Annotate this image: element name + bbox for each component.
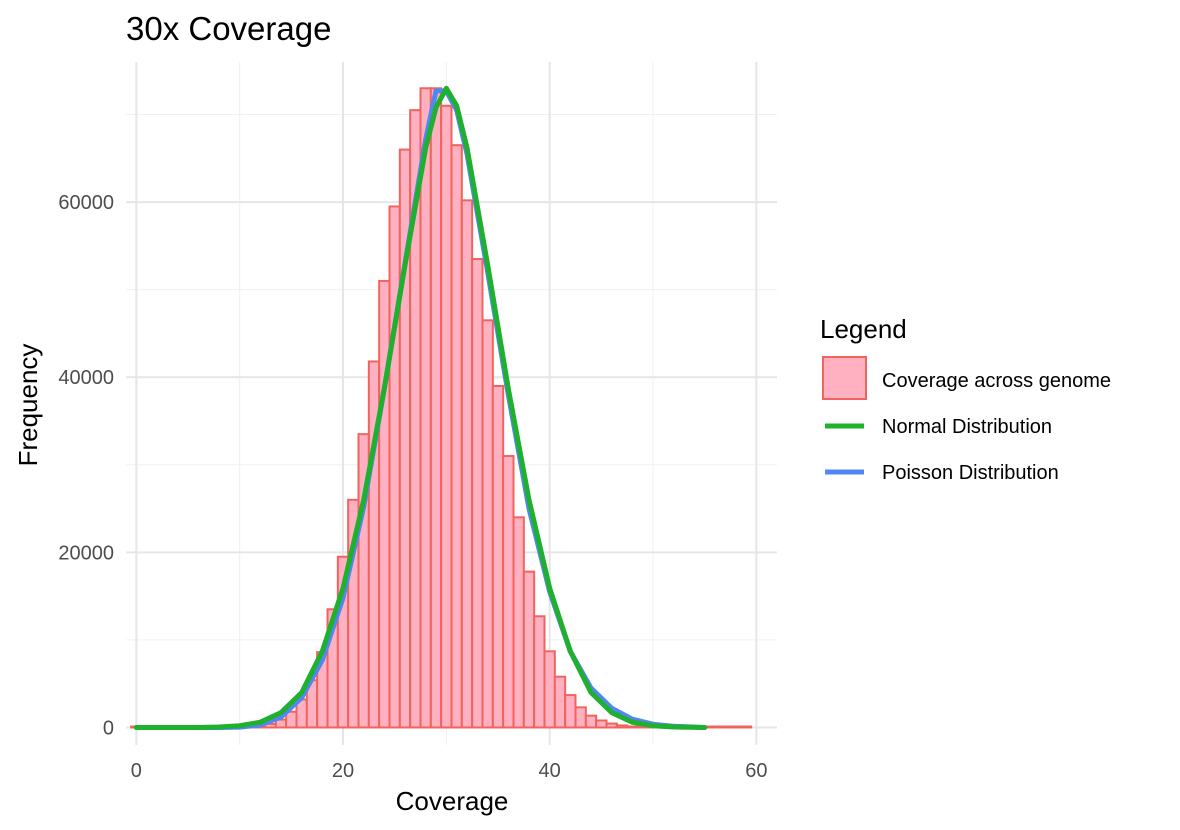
histogram-bar xyxy=(429,87,443,729)
x-axis-title: Coverage xyxy=(396,786,509,816)
histogram-bar xyxy=(615,724,629,729)
chart-title: 30x Coverage xyxy=(126,10,331,47)
histogram-bar xyxy=(574,706,587,729)
histogram-bar xyxy=(739,725,753,729)
histogram-bar xyxy=(491,384,505,729)
histogram-bar xyxy=(729,725,742,729)
histogram-bar xyxy=(471,258,484,729)
y-tick-label: 60000 xyxy=(58,192,114,214)
histogram-bar xyxy=(460,199,474,729)
x-axis-ticks: 0 20 40 60 xyxy=(131,760,768,782)
x-tick-label: 60 xyxy=(745,760,767,782)
histogram-bar xyxy=(626,725,639,729)
histogram-bar xyxy=(512,516,525,729)
x-tick-label: 40 xyxy=(539,760,561,782)
x-tick-label: 20 xyxy=(332,760,354,782)
histogram-bar xyxy=(595,719,608,729)
histogram-bar xyxy=(481,319,494,729)
normal-distribution-line xyxy=(133,85,708,730)
legend-key-coverage xyxy=(822,356,867,400)
histogram-bar xyxy=(719,725,732,729)
y-tick-label: 20000 xyxy=(58,542,114,564)
histogram-bar xyxy=(708,725,722,729)
histogram-bar xyxy=(522,570,536,729)
histogram-bar xyxy=(543,650,556,729)
y-axis-ticks: 0 20000 40000 60000 xyxy=(58,192,114,739)
y-tick-label: 0 xyxy=(103,717,114,739)
histogram-bars xyxy=(130,87,753,729)
legend-label-coverage: Coverage across genome xyxy=(882,370,1111,392)
histogram-bar xyxy=(564,694,577,729)
y-tick-label: 40000 xyxy=(58,367,114,389)
histogram-bar xyxy=(378,279,391,729)
legend-label-normal: Normal Distribution xyxy=(882,416,1052,438)
distribution-lines xyxy=(133,85,708,730)
histogram-bar xyxy=(388,205,401,729)
histogram-bar xyxy=(533,615,546,729)
x-tick-label: 0 xyxy=(131,760,142,782)
histogram-bar xyxy=(440,104,453,729)
legend: Legend Coverage across genome Normal Dis… xyxy=(820,314,1111,484)
histogram-bar xyxy=(584,714,598,729)
histogram-bar xyxy=(605,722,618,729)
histogram-bar xyxy=(450,144,463,729)
y-axis-title: Frequency xyxy=(13,344,43,467)
histogram-bar xyxy=(553,675,567,729)
legend-title: Legend xyxy=(820,314,907,344)
histogram-bar xyxy=(502,455,515,729)
legend-label-poisson: Poisson Distribution xyxy=(882,462,1059,484)
histogram-bar xyxy=(419,87,432,729)
